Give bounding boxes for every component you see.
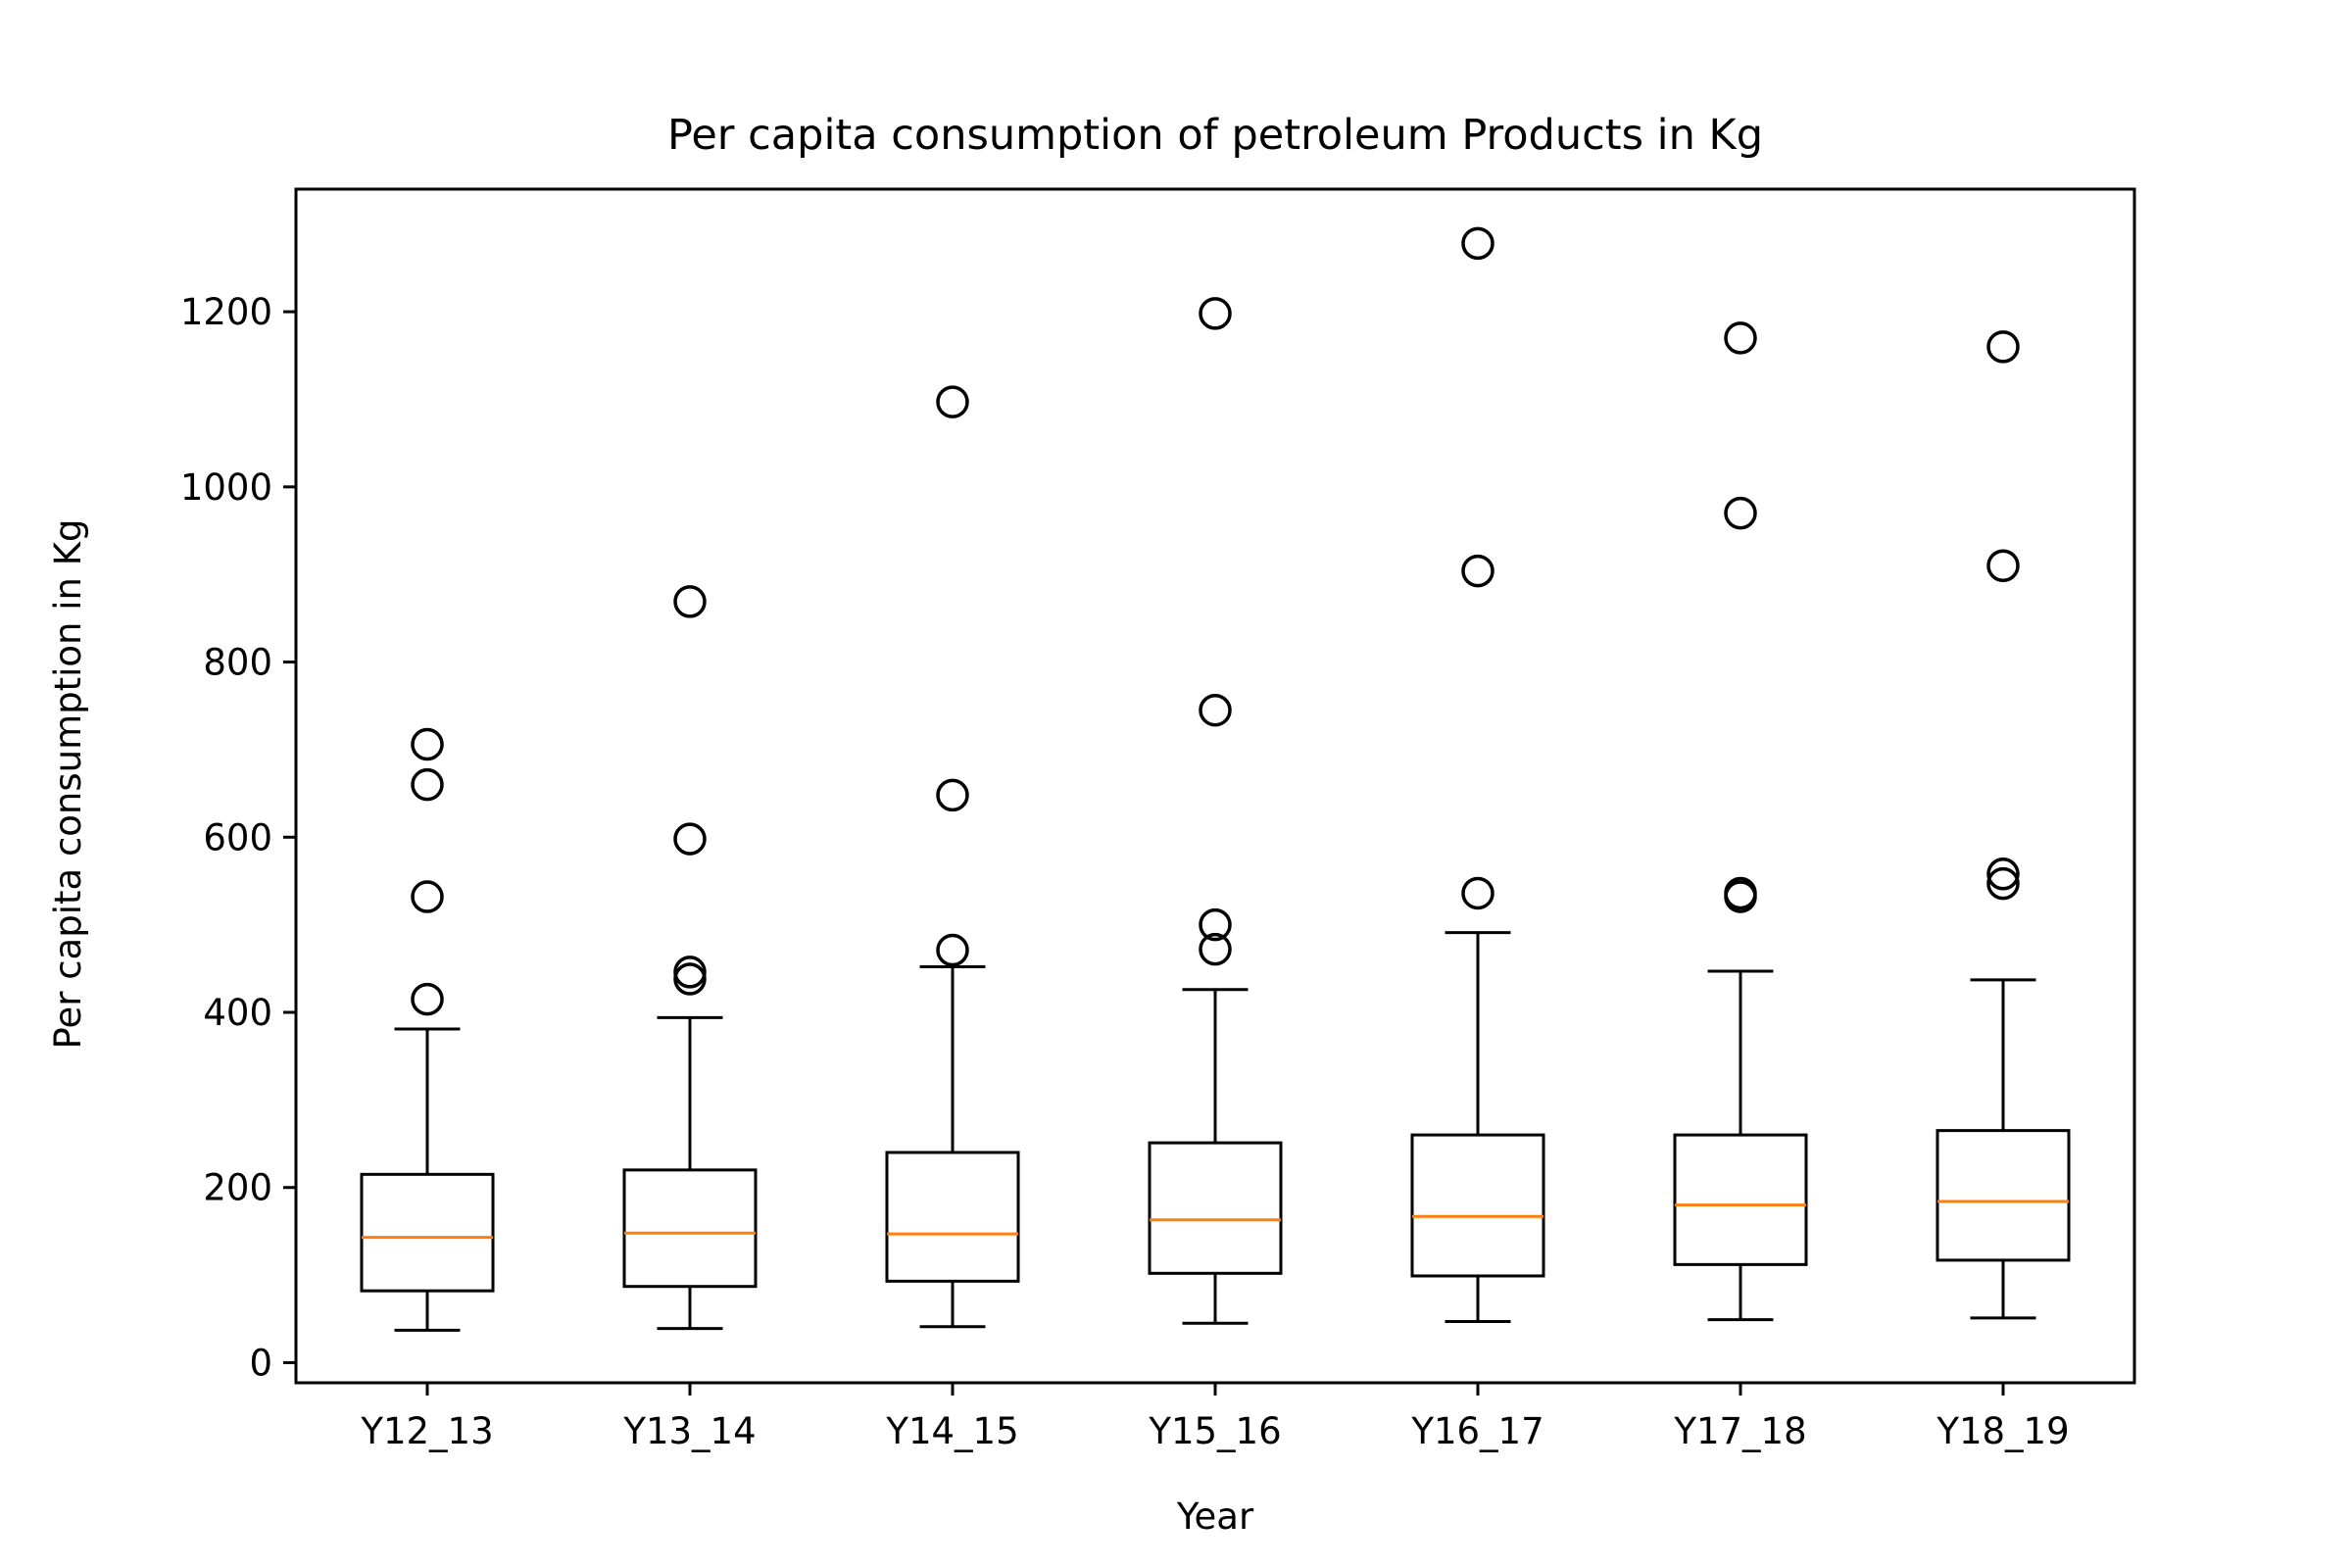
outlier-point — [1461, 554, 1494, 588]
x-tick-label: Y14_15 — [885, 1410, 1018, 1452]
box-group — [360, 727, 495, 1332]
outlier-point — [411, 982, 444, 1016]
box-group — [1410, 226, 1545, 1323]
x-tick-label: Y18_19 — [1936, 1410, 2069, 1452]
outlier-point — [1199, 693, 1232, 727]
outlier-point — [936, 933, 969, 967]
outlier-point — [673, 956, 707, 989]
plot-area — [360, 226, 2071, 1332]
box-group — [885, 385, 1020, 1329]
outlier-point — [1461, 876, 1494, 910]
outlier-point — [1199, 907, 1232, 942]
box-iqr — [622, 1168, 758, 1289]
box-iqr — [885, 1151, 1020, 1283]
box-iqr — [360, 1172, 495, 1293]
outlier-point — [673, 822, 707, 856]
y-tick-label: 1200 — [180, 291, 272, 333]
outlier-point — [1199, 932, 1232, 966]
y-tick-label: 600 — [203, 816, 272, 858]
box-iqr — [1410, 1133, 1545, 1278]
y-tick-label: 200 — [203, 1167, 272, 1209]
box-iqr — [1673, 1133, 1808, 1266]
x-tick-label: Y15_16 — [1148, 1410, 1281, 1452]
x-tick-label: Y16_17 — [1410, 1410, 1544, 1452]
x-tick-label: Y13_14 — [622, 1410, 756, 1452]
x-tick-label: Y12_13 — [360, 1410, 493, 1452]
axes-frame — [294, 187, 2136, 1385]
y-tick-label: 1000 — [180, 466, 272, 509]
outlier-point — [673, 962, 707, 996]
outlier-point — [1986, 866, 2020, 901]
outlier-point — [411, 880, 444, 913]
box-iqr — [1148, 1141, 1283, 1275]
outlier-point — [1199, 297, 1232, 330]
y-axis-label: Per capita consumption in Kg — [47, 518, 89, 1049]
outlier-point — [936, 778, 969, 812]
y-tick-label: 400 — [203, 992, 272, 1034]
box-group — [622, 585, 758, 1331]
outlier-point — [1986, 330, 2020, 364]
outlier-point — [1724, 876, 1757, 910]
x-axis-label: Year — [1176, 1495, 1254, 1538]
outlier-point — [1986, 858, 2020, 891]
outlier-point — [1461, 226, 1494, 261]
y-axis: 0 200 400 600 800 1000 1200 — [180, 291, 296, 1384]
outlier-point — [936, 385, 969, 418]
box-group — [1148, 297, 1283, 1325]
outlier-point — [1724, 496, 1757, 530]
box-group — [1936, 330, 2071, 1320]
chart-title: Per capita consumption of petroleum Prod… — [667, 111, 1763, 160]
y-tick-label: 0 — [249, 1342, 272, 1384]
y-tick-label: 800 — [203, 642, 272, 684]
outlier-point — [673, 585, 707, 618]
x-tick-label: Y17_18 — [1673, 1410, 1806, 1452]
box-iqr — [1936, 1129, 2071, 1262]
outlier-point — [411, 727, 444, 761]
outlier-point — [1724, 321, 1757, 355]
outlier-point — [1986, 549, 2020, 583]
outlier-point — [411, 767, 444, 802]
box-group — [1673, 321, 1808, 1322]
x-axis: Y12_13 Y13_14 Y14_15 Y15_16 Y16_17 Y17_18 Y18_… — [360, 1383, 2070, 1452]
